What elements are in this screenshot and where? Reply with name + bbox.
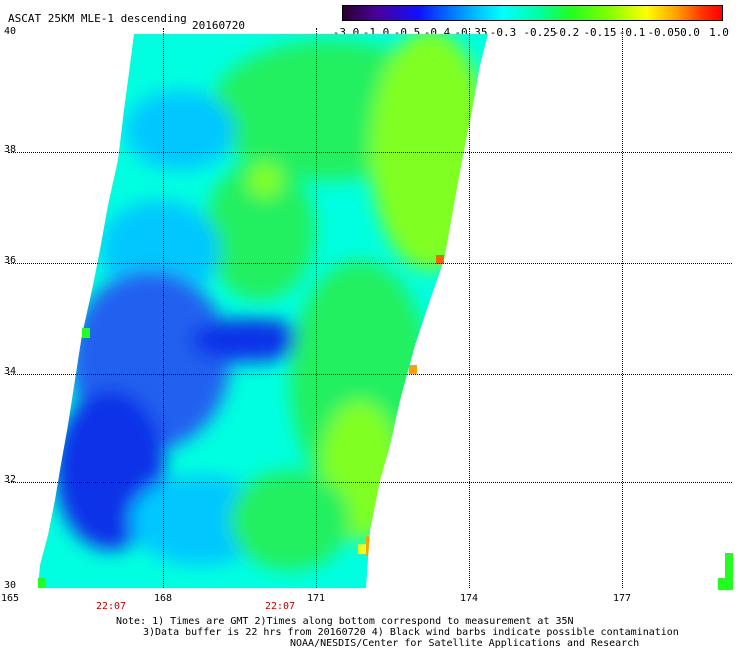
field-deepblue-band — [190, 318, 310, 362]
field-green-cell — [718, 578, 726, 590]
field-green-cell — [38, 578, 46, 588]
lat-label: 38 — [4, 144, 17, 155]
colorbar-label: 0.0 — [680, 26, 700, 39]
lon-label: 174 — [459, 593, 479, 604]
lon-label: 165 — [0, 593, 20, 604]
field-yellow-cell — [358, 544, 366, 554]
field-lime-spot — [247, 162, 283, 198]
field-orange-cell — [366, 536, 374, 556]
grid-line-lon — [622, 28, 623, 588]
lon-label: 171 — [306, 593, 326, 604]
footnote-line: 3)Data buffer is 22 hrs from 20160720 4)… — [143, 627, 679, 638]
colorbar-label: -0.2 — [552, 26, 580, 39]
image-title: ASCAT 25KM MLE-1 descending — [8, 12, 187, 25]
colorbar-label: -0.15 — [583, 26, 617, 39]
grid-line-lat — [8, 482, 732, 483]
colorbar — [342, 5, 723, 21]
field-green-cell — [725, 553, 733, 590]
colorbar-label: 1.0 — [709, 26, 729, 39]
field-lime-east — [370, 34, 488, 270]
grid-line-lon — [469, 28, 470, 588]
colorbar-label: -0.1 — [618, 26, 646, 39]
colorbar-label: -0.25 — [523, 26, 557, 39]
lon-label: 177 — [612, 593, 632, 604]
lat-label: 34 — [4, 366, 17, 377]
footnote-line: Note: 1) Times are GMT 2)Times along bot… — [116, 616, 574, 627]
field-orange-cell — [409, 365, 417, 374]
lon-label: 168 — [153, 593, 173, 604]
image-date: 20160720 — [192, 19, 245, 32]
grid-line-lat — [8, 263, 732, 264]
grid-line-lon — [163, 28, 164, 588]
lat-label: 30 — [4, 580, 17, 591]
grid-line-lat — [8, 374, 732, 375]
lat-label: 40 — [4, 26, 17, 37]
field-green-center — [205, 160, 315, 300]
field-green-south — [230, 470, 350, 570]
time-label: 22:07 — [95, 601, 127, 612]
field-lightblue-north — [125, 90, 235, 170]
grid-line-lat — [8, 152, 732, 153]
footnote-line: NOAA/NESDIS/Center for Satellite Applica… — [290, 638, 640, 649]
field-green-cell — [82, 328, 90, 338]
grid-line-lon — [316, 28, 317, 588]
time-label: 22:07 — [264, 601, 296, 612]
colorbar-label: -0.3 — [489, 26, 517, 39]
colorbar-label: -0.05 — [647, 26, 681, 39]
field-orange-cell — [436, 255, 444, 264]
field-lightblue-south — [130, 475, 270, 565]
lat-label: 36 — [4, 255, 17, 266]
lat-label: 32 — [4, 474, 17, 485]
